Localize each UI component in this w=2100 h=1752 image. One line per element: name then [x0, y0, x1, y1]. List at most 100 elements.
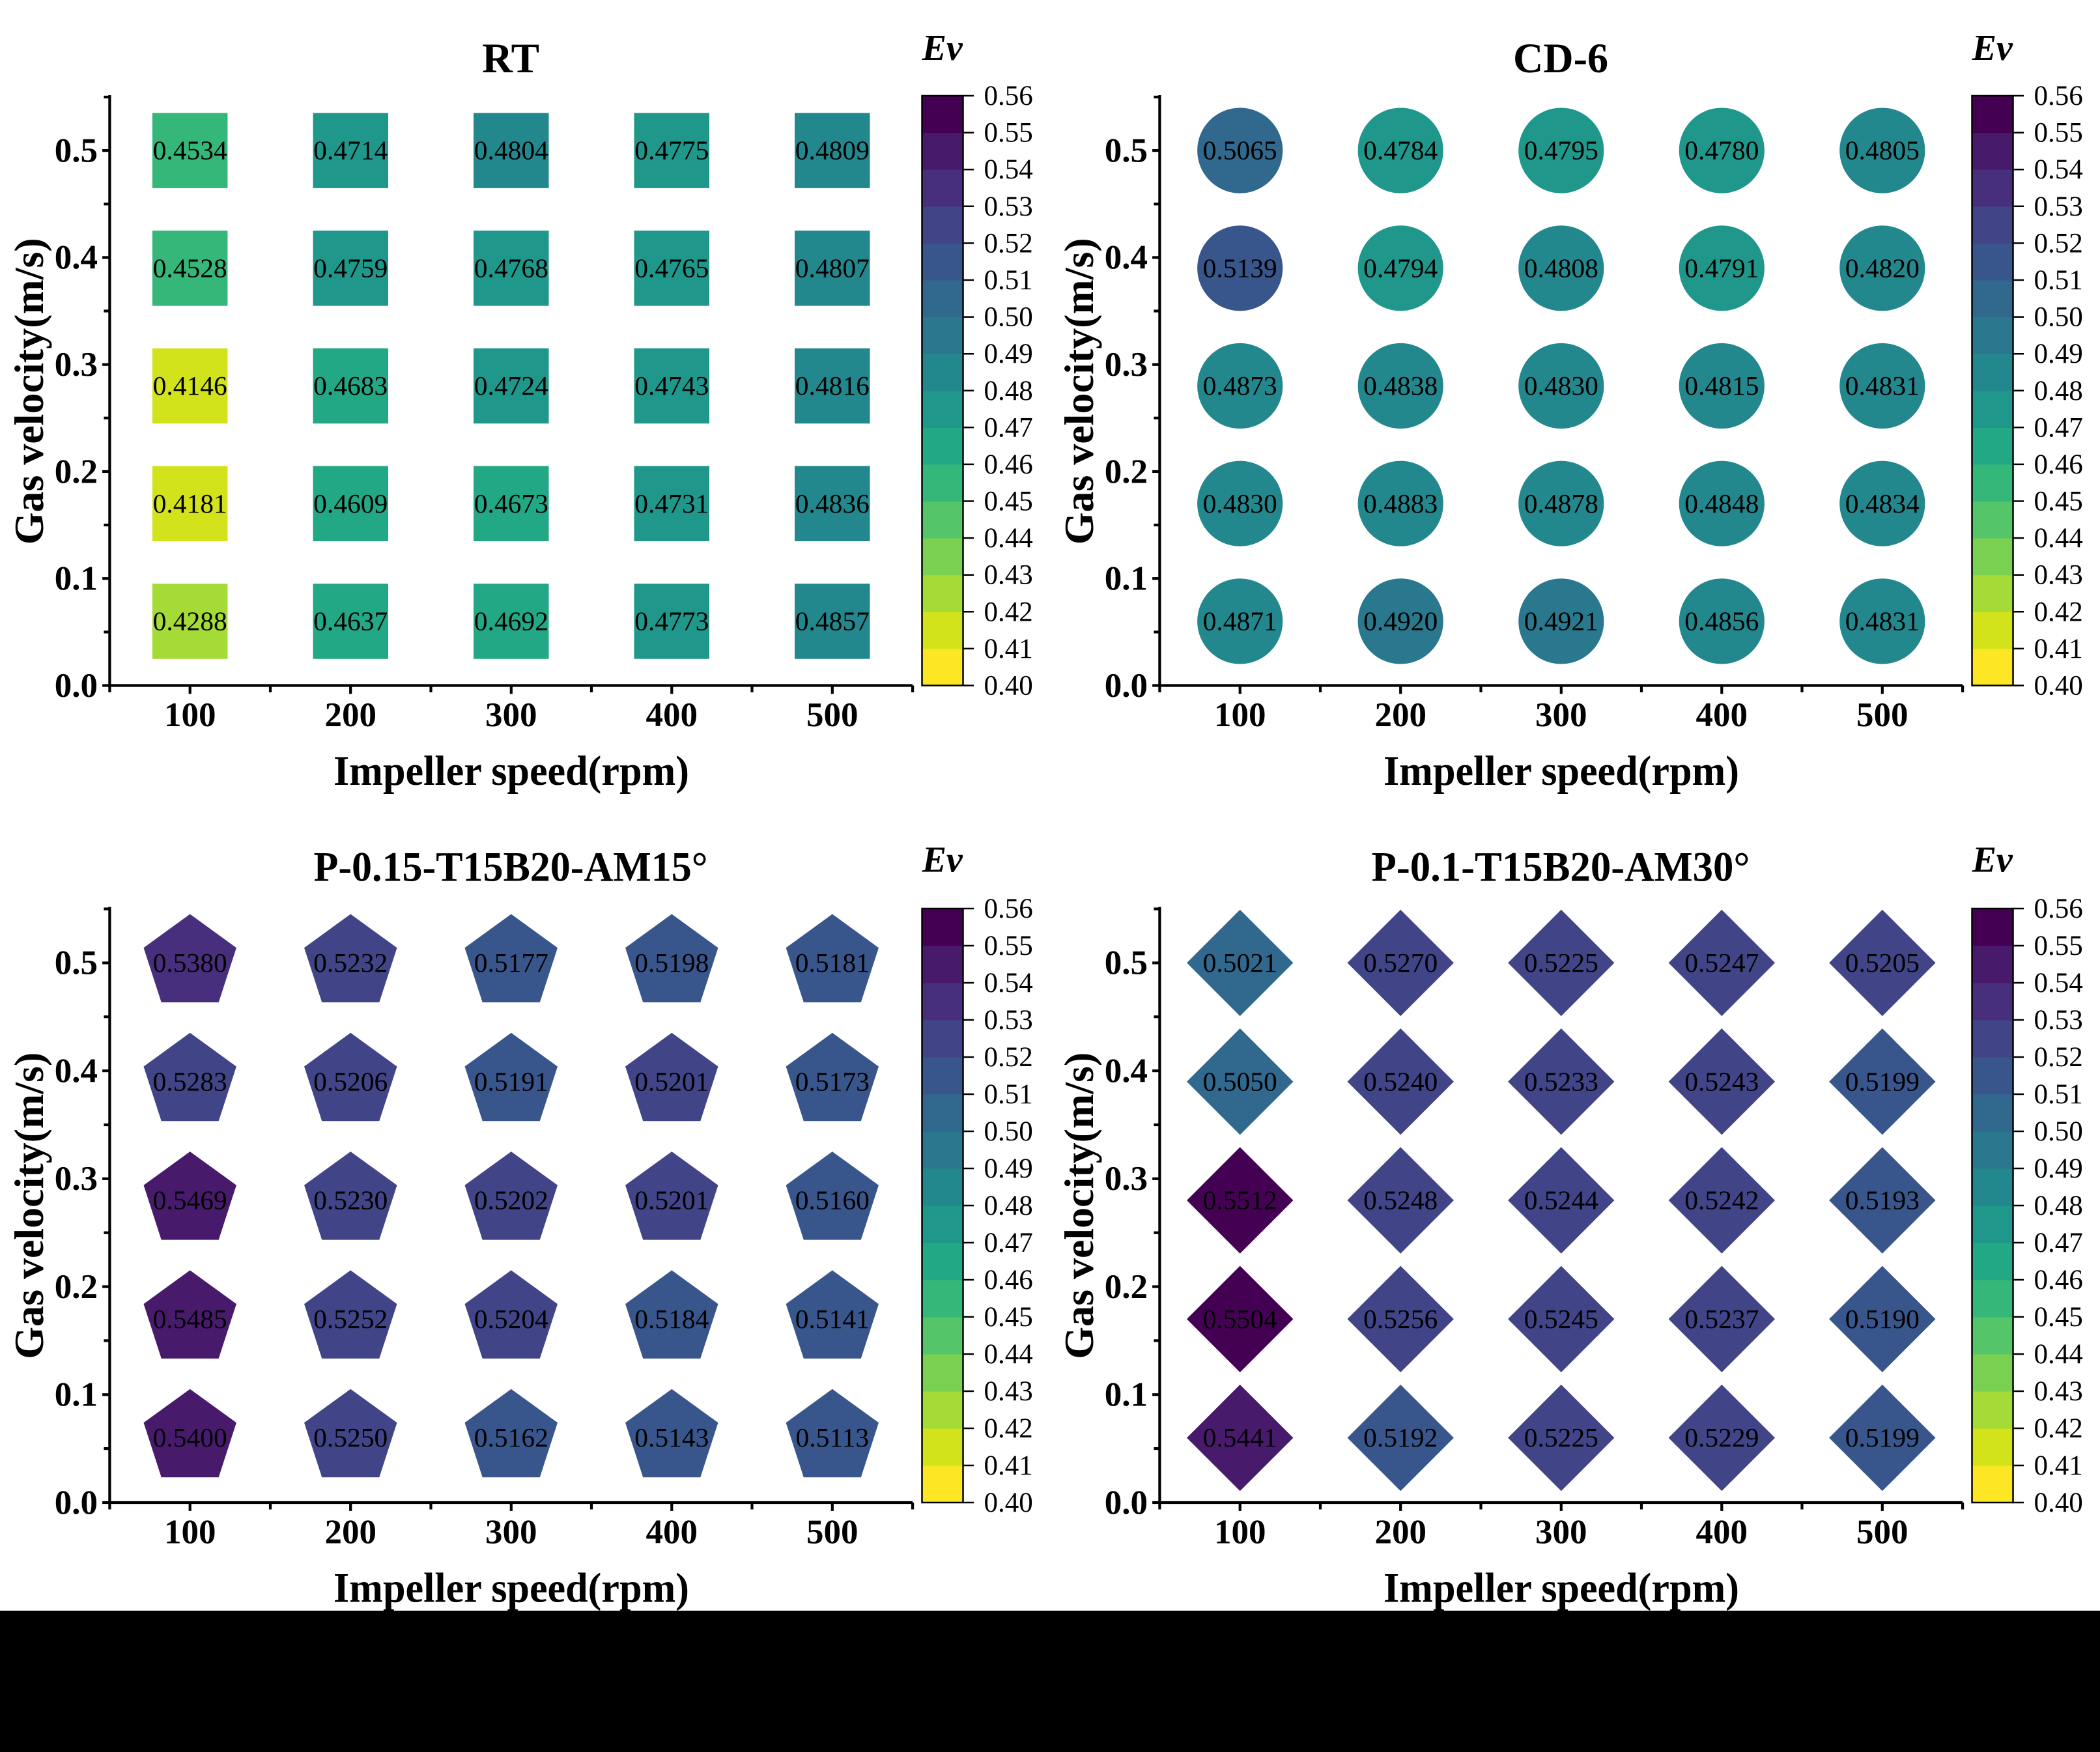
svg-text:0.5237: 0.5237	[1684, 1304, 1759, 1334]
svg-text:0.3: 0.3	[1105, 346, 1148, 384]
svg-text:300: 300	[485, 696, 537, 734]
svg-text:0.5225: 0.5225	[1524, 1422, 1598, 1452]
svg-text:0.4808: 0.4808	[1524, 253, 1598, 283]
svg-text:0.5244: 0.5244	[1524, 1185, 1598, 1215]
svg-text:Gas velocity(m/s): Gas velocity(m/s)	[1056, 238, 1102, 544]
svg-text:Impeller speed(rpm): Impeller speed(rpm)	[1383, 1565, 1739, 1612]
svg-text:0.5243: 0.5243	[1684, 1066, 1759, 1096]
svg-text:0.42: 0.42	[984, 1413, 1033, 1444]
svg-text:0.49: 0.49	[2034, 339, 2083, 369]
svg-text:0.44: 0.44	[2034, 523, 2083, 554]
svg-text:0.42: 0.42	[2034, 1413, 2083, 1444]
svg-text:Gas velocity(m/s): Gas velocity(m/s)	[6, 1053, 52, 1359]
svg-text:300: 300	[485, 1514, 537, 1551]
svg-text:0.0: 0.0	[55, 667, 98, 705]
svg-text:0.43: 0.43	[2034, 1376, 2083, 1407]
svg-text:0.46: 0.46	[984, 1265, 1033, 1295]
svg-text:0.4288: 0.4288	[153, 606, 227, 636]
svg-text:500: 500	[806, 696, 858, 734]
svg-text:0.4683: 0.4683	[313, 371, 388, 401]
svg-text:200: 200	[324, 696, 376, 734]
svg-text:0.5177: 0.5177	[474, 948, 548, 978]
svg-text:0.4921: 0.4921	[1524, 606, 1598, 636]
svg-text:0.4780: 0.4780	[1684, 135, 1759, 165]
svg-text:0.4: 0.4	[55, 1052, 98, 1090]
svg-text:400: 400	[646, 1514, 698, 1551]
svg-text:0.4834: 0.4834	[1845, 488, 1920, 518]
svg-text:0.48: 0.48	[2034, 1191, 2083, 1221]
svg-text:0.4: 0.4	[1105, 1052, 1148, 1090]
svg-text:0.5184: 0.5184	[634, 1304, 709, 1334]
svg-text:0.5283: 0.5283	[153, 1066, 227, 1096]
svg-text:0.4791: 0.4791	[1684, 253, 1759, 283]
svg-text:0.4857: 0.4857	[795, 606, 870, 636]
svg-text:0.4534: 0.4534	[153, 135, 227, 165]
svg-text:400: 400	[1696, 1514, 1748, 1551]
svg-text:0.42: 0.42	[2034, 597, 2083, 627]
svg-text:0.4784: 0.4784	[1363, 135, 1438, 165]
svg-text:0.5380: 0.5380	[153, 948, 227, 978]
svg-text:500: 500	[1856, 696, 1908, 734]
svg-text:Gas velocity(m/s): Gas velocity(m/s)	[6, 238, 52, 544]
svg-text:0.4: 0.4	[55, 239, 98, 277]
svg-text:0.4743: 0.4743	[634, 371, 709, 401]
svg-text:0.4773: 0.4773	[634, 606, 709, 636]
svg-text:0.49: 0.49	[984, 339, 1033, 369]
svg-text:0.5230: 0.5230	[313, 1185, 388, 1215]
svg-text:0.4878: 0.4878	[1524, 488, 1598, 518]
svg-text:0.51: 0.51	[2034, 265, 2083, 296]
svg-text:0.4795: 0.4795	[1524, 135, 1598, 165]
svg-text:0.4794: 0.4794	[1363, 253, 1438, 283]
svg-text:0.44: 0.44	[984, 523, 1033, 554]
svg-text:Impeller speed(rpm): Impeller speed(rpm)	[333, 1565, 689, 1612]
svg-text:0.5021: 0.5021	[1203, 948, 1277, 978]
svg-text:0.5201: 0.5201	[634, 1185, 709, 1215]
svg-text:0.5190: 0.5190	[1845, 1304, 1920, 1334]
svg-text:0.5113: 0.5113	[796, 1422, 870, 1452]
svg-text:0.5247: 0.5247	[1684, 948, 1759, 978]
svg-text:0.45: 0.45	[2034, 1302, 2083, 1333]
svg-text:400: 400	[646, 696, 698, 734]
svg-text:0.5192: 0.5192	[1363, 1422, 1438, 1452]
svg-text:0.5250: 0.5250	[313, 1422, 388, 1452]
svg-text:0.3: 0.3	[55, 1160, 98, 1198]
svg-text:0.4836: 0.4836	[795, 488, 870, 518]
svg-text:200: 200	[1374, 1514, 1426, 1551]
svg-text:0.5233: 0.5233	[1524, 1066, 1598, 1096]
svg-text:200: 200	[1374, 696, 1426, 734]
svg-text:0.4714: 0.4714	[313, 135, 388, 165]
svg-text:0.41: 0.41	[984, 634, 1033, 664]
svg-text:0.40: 0.40	[2034, 671, 2083, 701]
svg-text:400: 400	[1696, 696, 1748, 734]
svg-text:0.4765: 0.4765	[634, 253, 709, 283]
svg-text:0.5242: 0.5242	[1684, 1185, 1759, 1215]
svg-text:0.4609: 0.4609	[313, 488, 388, 518]
svg-text:0.4: 0.4	[1105, 239, 1148, 277]
svg-text:0.5143: 0.5143	[634, 1422, 709, 1452]
svg-text:0.41: 0.41	[984, 1450, 1033, 1481]
svg-text:0.5204: 0.5204	[474, 1304, 548, 1334]
svg-text:0.43: 0.43	[2034, 560, 2083, 591]
svg-text:0.4830: 0.4830	[1524, 371, 1598, 401]
svg-text:0.5245: 0.5245	[1524, 1304, 1598, 1334]
svg-text:0.5160: 0.5160	[795, 1185, 870, 1215]
svg-text:0.4871: 0.4871	[1203, 606, 1277, 636]
svg-text:Ev: Ev	[922, 28, 963, 68]
svg-text:0.5199: 0.5199	[1845, 1066, 1920, 1096]
svg-text:0.50: 0.50	[2034, 1116, 2083, 1147]
svg-text:0.51: 0.51	[2034, 1079, 2083, 1110]
svg-text:0.43: 0.43	[984, 560, 1033, 591]
svg-text:0.5248: 0.5248	[1363, 1185, 1438, 1215]
svg-text:300: 300	[1535, 1514, 1587, 1551]
svg-text:0.5: 0.5	[55, 132, 98, 169]
svg-text:0.50: 0.50	[2034, 302, 2083, 333]
svg-text:0.4146: 0.4146	[153, 371, 227, 401]
svg-text:0.4724: 0.4724	[474, 371, 548, 401]
svg-text:0.5173: 0.5173	[795, 1066, 870, 1096]
svg-text:0.46: 0.46	[2034, 1265, 2083, 1295]
svg-text:0.5205: 0.5205	[1845, 948, 1920, 978]
svg-text:0.5181: 0.5181	[795, 948, 870, 978]
svg-text:100: 100	[164, 1514, 216, 1551]
svg-text:0.54: 0.54	[2034, 968, 2083, 998]
svg-text:0.4883: 0.4883	[1363, 488, 1438, 518]
